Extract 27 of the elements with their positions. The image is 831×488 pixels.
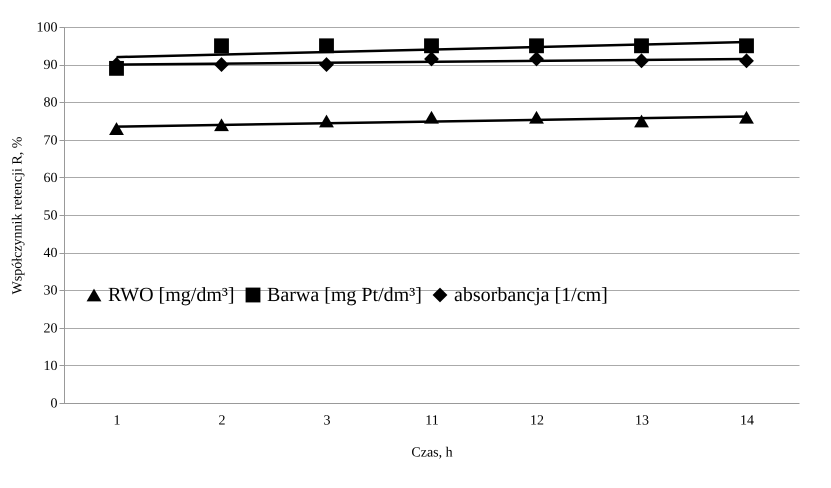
y-tick-label: 10 (44, 358, 58, 374)
y-tick-label: 50 (44, 208, 58, 224)
legend-label: Barwa [mg Pt/dm³] (267, 284, 422, 306)
y-tick-label: 100 (36, 20, 58, 36)
y-tick-label: 60 (44, 170, 58, 186)
x-axis-title: Czas, h (411, 446, 453, 460)
x-tick-label: 14 (740, 414, 754, 428)
x-tick-label: 13 (635, 414, 649, 428)
point (739, 38, 754, 54)
y-tick-label: 90 (44, 58, 58, 74)
y-tick-label: 80 (44, 96, 58, 111)
y-tick-label: 30 (44, 284, 58, 299)
x-tick-label: 2 (218, 414, 226, 428)
x-tick-label: 11 (425, 414, 439, 428)
point (214, 38, 229, 54)
y-axis-title: Współczynnik retencji R, % (10, 136, 26, 294)
legend-label: absorbancja [1/cm] (454, 284, 608, 306)
legend-label: RWO [mg/dm³] (108, 284, 235, 306)
y-tick-label: 20 (44, 321, 58, 336)
y-tick-label: 70 (44, 133, 58, 148)
y-tick-label: 40 (44, 246, 58, 262)
x-tick-label: 3 (324, 414, 330, 428)
x-tick-label: 1 (114, 414, 120, 428)
y-tick-label: 0 (50, 396, 58, 412)
point (109, 122, 124, 135)
x-tick-label: 12 (530, 414, 544, 428)
point (634, 114, 649, 128)
